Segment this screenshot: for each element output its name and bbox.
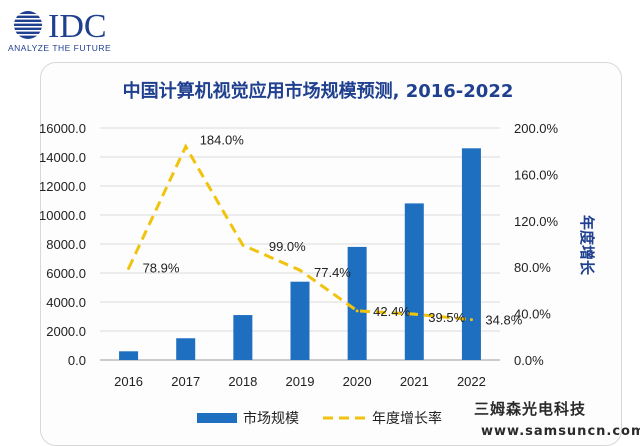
bar (119, 351, 139, 360)
watermark-url: www.samsuncn.com (481, 424, 640, 439)
idc-logo: IDC ANALYZE THE FUTURE (8, 8, 111, 53)
growth-rate-point (355, 309, 359, 313)
growth-rate-label: 42.4% (373, 304, 410, 319)
right-axis-tick-label: 80.0% (514, 260, 551, 275)
brand-tagline: ANALYZE THE FUTURE (8, 43, 111, 53)
right-axis-tick-label: 0.0% (514, 353, 544, 368)
right-axis-tick-label: 40.0% (514, 307, 551, 322)
legend-swatch-bars (197, 413, 237, 423)
right-axis-tick-label: 120.0% (514, 214, 559, 229)
x-axis-tick-label: 2017 (171, 374, 200, 389)
x-axis-tick-label: 2018 (228, 374, 257, 389)
left-axis-tick-label: 10000.0 (39, 208, 86, 223)
chart-title: 中国计算机视觉应用市场规模预测, 2016-2022 (123, 80, 514, 102)
growth-rate-point (412, 312, 416, 316)
growth-rate-point (127, 266, 131, 270)
left-axis-tick-label: 16000.0 (39, 121, 86, 136)
growth-rate-label: 78.9% (143, 260, 180, 275)
bar (233, 315, 253, 360)
left-axis-tick-label: 0.0 (68, 353, 86, 368)
left-axis-tick-label: 12000.0 (39, 179, 86, 194)
x-axis-tick-label: 2022 (457, 374, 486, 389)
globe-icon (14, 11, 42, 39)
right-axis-tick-label: 160.0% (514, 167, 559, 182)
bar (176, 338, 196, 360)
x-axis-tick-label: 2019 (286, 374, 315, 389)
bar (290, 281, 310, 360)
growth-rate-point (298, 268, 302, 272)
growth-rate-label: 34.8% (485, 313, 522, 328)
bar (347, 246, 367, 360)
legend-label-bars: 市场规模 (243, 410, 299, 427)
left-axis-tick-label: 2000.0 (46, 324, 86, 339)
watermark-text: 三姆森光电科技 (474, 400, 587, 418)
legend-label-line: 年度增长率 (372, 410, 442, 427)
right-axis-tick-label: 200.0% (514, 121, 559, 136)
bar (461, 148, 481, 360)
growth-rate-label: 99.0% (269, 239, 306, 254)
growth-rate-label: 184.0% (200, 133, 245, 148)
x-axis-tick-label: 2016 (114, 374, 143, 389)
left-axis-tick-label: 14000.0 (39, 150, 86, 165)
growth-rate-label: 39.5% (428, 310, 465, 325)
left-axis-tick-label: 6000.0 (46, 266, 86, 281)
bar (404, 203, 424, 360)
chart-panel (40, 62, 622, 446)
growth-rate-point (241, 243, 245, 247)
growth-rate-label: 77.4% (314, 265, 351, 280)
growth-rate-point (469, 318, 473, 322)
left-axis-tick-label: 4000.0 (46, 295, 86, 310)
brand-name: IDC (48, 8, 107, 45)
right-axis-label: 年度增长 (578, 215, 596, 276)
x-axis-tick-label: 2020 (343, 374, 372, 389)
growth-rate-point (184, 145, 188, 149)
x-axis-tick-label: 2021 (400, 374, 429, 389)
left-axis-tick-label: 8000.0 (46, 237, 86, 252)
